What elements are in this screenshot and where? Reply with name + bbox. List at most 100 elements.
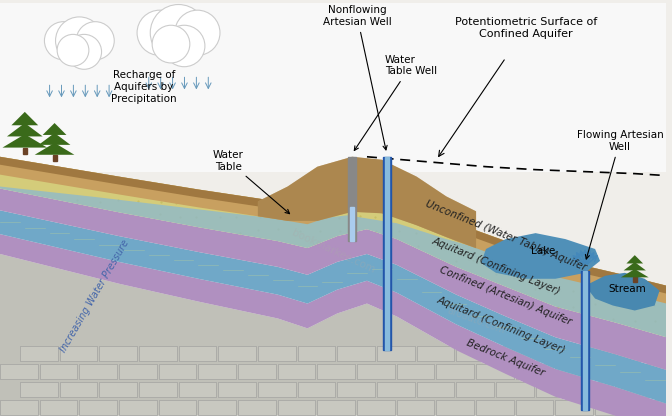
Circle shape [137,10,182,55]
Bar [417,346,454,361]
Text: Recharge of
Aquifers by
Precipitation: Recharge of Aquifers by Precipitation [111,70,177,104]
Text: Flowing Artesian
Well: Flowing Artesian Well [577,130,663,259]
Bar [575,382,613,397]
Circle shape [163,25,205,67]
Bar [99,382,137,397]
Polygon shape [0,157,667,337]
Bar [337,346,375,361]
Bar [317,364,355,379]
Bar [515,364,554,379]
Text: Confined (Artesian) Aquifer: Confined (Artesian) Aquifer [438,265,573,327]
Text: Water
Table Well: Water Table Well [354,55,437,151]
Bar [198,400,236,415]
Bar [0,364,38,379]
Bar [159,400,196,415]
Bar [377,382,415,397]
Bar [52,155,56,161]
Bar [436,400,474,415]
Bar [278,400,315,415]
Bar [417,382,454,397]
Bar [139,382,177,397]
Bar [536,346,573,361]
Bar [317,400,355,415]
Polygon shape [585,273,659,310]
Text: Unconfined (Water Table) Aquifer: Unconfined (Water Table) Aquifer [424,199,588,273]
Bar [583,271,587,410]
Polygon shape [626,255,643,263]
Polygon shape [481,233,600,279]
Bar [60,382,97,397]
Circle shape [44,22,83,60]
Bar [238,364,276,379]
Polygon shape [35,143,75,155]
Bar [298,346,335,361]
Bar [383,157,391,350]
Polygon shape [11,112,38,125]
Text: Bedrock Aquifer: Bedrock Aquifer [465,338,546,378]
Bar [258,382,296,397]
Bar [436,364,474,379]
Bar [515,400,554,415]
Polygon shape [7,123,42,136]
Polygon shape [0,254,667,416]
Circle shape [175,10,220,55]
Bar [377,346,415,361]
Bar [556,364,593,379]
Polygon shape [0,157,667,294]
Text: Stream: Stream [608,284,646,294]
Bar [357,400,394,415]
Bar [79,364,117,379]
Circle shape [152,25,190,63]
Bar [258,346,296,361]
Polygon shape [42,123,67,135]
Circle shape [67,35,101,69]
Bar [385,157,389,350]
Bar [615,346,653,361]
Bar [556,400,593,415]
Bar [633,277,637,282]
Bar [218,346,256,361]
Polygon shape [0,210,667,404]
Bar [476,400,514,415]
Bar [595,364,633,379]
Polygon shape [0,188,667,370]
Bar [23,148,27,154]
Text: Potentiometric Surface of
Confined Aquifer: Potentiometric Surface of Confined Aquif… [454,17,597,39]
Bar [60,346,97,361]
Text: Aquitard (Confining Layer): Aquitard (Confining Layer) [430,235,562,296]
Bar [655,346,672,361]
Circle shape [56,17,103,64]
Bar [20,346,58,361]
Bar [278,364,315,379]
Bar [179,382,216,397]
Bar [615,382,653,397]
Text: aroadto.com: aroadto.com [446,305,507,336]
Bar [456,382,494,397]
Bar [179,346,216,361]
Bar [635,364,672,379]
Text: Water
Table: Water Table [212,150,290,214]
Bar [218,382,256,397]
Bar [348,157,356,241]
Bar [40,364,77,379]
Polygon shape [621,269,648,277]
Bar [581,271,589,410]
Bar [595,400,633,415]
Polygon shape [3,134,47,148]
Bar [635,400,672,415]
Bar [0,400,38,415]
Bar [456,346,494,361]
Text: Aquitard (Confining Layer): Aquitard (Confining Layer) [435,295,566,356]
Text: Increasing Water Pressure: Increasing Water Pressure [58,238,130,354]
Text: Nonflowing
Artesian Well: Nonflowing Artesian Well [323,5,391,150]
Bar [337,382,375,397]
Bar [238,400,276,415]
Bar [476,364,514,379]
Bar [99,346,137,361]
Polygon shape [0,234,667,416]
Bar [119,364,157,379]
Bar [396,364,434,379]
Polygon shape [258,157,476,248]
Circle shape [76,22,114,60]
Text: bookmarkee.com: bookmarkee.com [290,227,376,275]
